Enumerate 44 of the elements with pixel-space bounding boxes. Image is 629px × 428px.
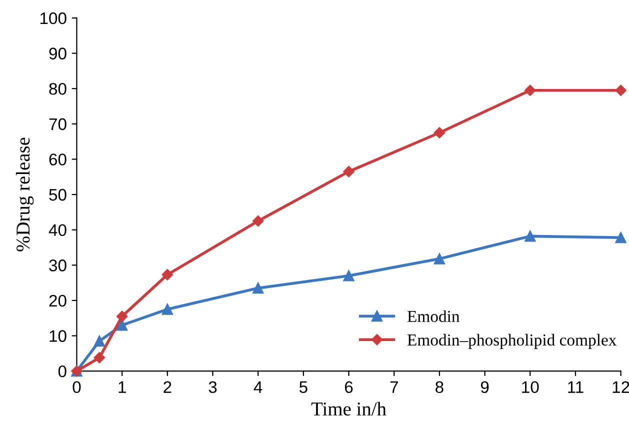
point — [524, 230, 536, 242]
y-tick-label: 80 — [49, 82, 66, 95]
x-tick-label: 0 — [72, 381, 81, 394]
y-tick-label: 40 — [48, 224, 66, 236]
point — [615, 84, 626, 96]
point — [252, 282, 264, 294]
point — [162, 269, 174, 280]
x-tick-label: 2 — [164, 381, 172, 393]
y-tick-label: 0 — [58, 365, 66, 378]
point — [434, 127, 446, 138]
point — [252, 215, 264, 227]
x-tick-label: 12 — [612, 381, 629, 393]
x-tick-label: 3 — [208, 381, 217, 394]
y-tick-label: 10 — [50, 330, 66, 342]
x-tick-label: 1 — [118, 381, 126, 393]
y-tick-label: 20 — [49, 294, 66, 307]
point — [162, 304, 173, 315]
x-tick-label: 9 — [480, 381, 489, 394]
point — [434, 253, 446, 264]
point — [615, 232, 626, 244]
x-tick-label: 7 — [390, 381, 398, 393]
point — [343, 166, 354, 178]
x-tick-label: 8 — [436, 381, 444, 394]
point — [94, 352, 106, 364]
y-tick-label: 30 — [49, 260, 66, 272]
x-tick-label: 6 — [344, 381, 353, 394]
x-tick-label: 10 — [522, 381, 539, 394]
y-tick-label: 90 — [49, 48, 66, 60]
y-tick-label: 60 — [49, 154, 66, 166]
point — [94, 336, 105, 347]
x-axis-title: Time in/h — [311, 402, 386, 416]
point — [116, 310, 128, 322]
y-tick-label: 100 — [40, 12, 66, 24]
y-tick-label: 50 — [49, 188, 66, 201]
point — [524, 84, 536, 96]
point — [343, 270, 354, 282]
point — [116, 320, 128, 331]
y-tick-label: 70 — [49, 118, 66, 130]
legend-label: Emodin — [407, 310, 460, 322]
x-tick-label: 4 — [254, 381, 262, 393]
y-axis-title: %Drug release — [16, 138, 34, 252]
x-tick-label: 5 — [299, 381, 308, 394]
legend-label: Emodin–phospholipid complex — [407, 334, 616, 350]
x-tick-label: 11 — [568, 381, 584, 393]
